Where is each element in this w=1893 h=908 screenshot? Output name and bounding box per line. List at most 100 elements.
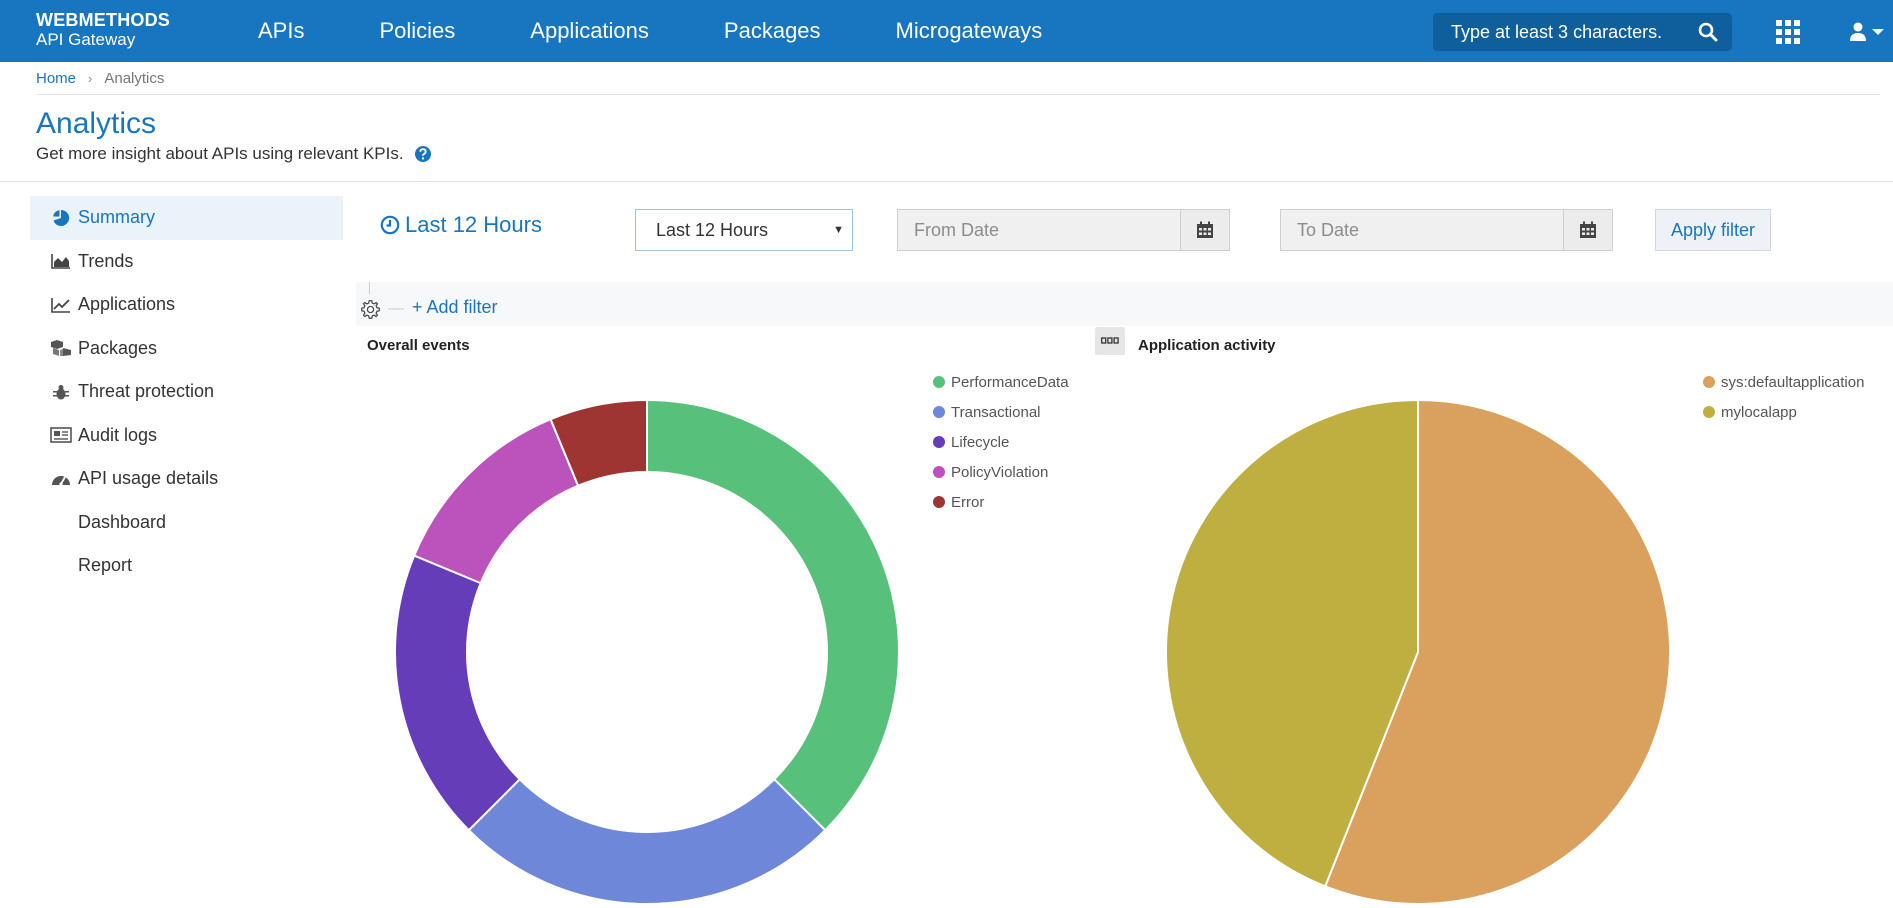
legend-label: Transactional [951,403,1041,421]
pie-icon [50,209,72,227]
legend-item-sys-defaultapplication[interactable]: sys:defaultapplication [1703,367,1864,397]
app-grid-icon[interactable] [1776,20,1800,44]
sidebar-item-label: Audit logs [78,424,158,445]
page-subtitle-row: Get more insight about APIs using releva… [36,144,432,164]
nav-packages[interactable]: Packages [723,18,821,43]
legend-label: PolicyViolation [951,463,1049,481]
user-icon[interactable] [1850,21,1886,43]
legend-swatch [933,466,945,478]
pie-slice-error[interactable] [549,398,648,488]
sidebar-item-trends[interactable]: Trends [30,240,343,284]
legend-label: sys:defaultapplication [1721,373,1865,391]
add-filter-link[interactable]: + Add filter [412,297,498,317]
top-header: WEBMETHODS API Gateway APIs Policies App… [0,0,1893,62]
legend-swatch [933,376,945,388]
calendar-icon [1197,221,1213,238]
cubes-icon [50,339,72,357]
sidebar-item-threat-protection[interactable]: Threat protection [30,370,343,414]
help-icon[interactable] [414,145,432,163]
newspaper-icon [50,426,72,444]
main-nav: APIs Policies Applications Packages Micr… [258,0,1117,62]
pie-slice-mylocalapp[interactable] [1165,398,1419,888]
pie-slice-sys-defaultapplication[interactable] [1323,398,1671,905]
brand-name: WEBMETHODS [36,10,170,30]
legend-swatch [933,436,945,448]
sidebar-item-audit-logs[interactable]: Audit logs [30,414,343,458]
line-chart-icon [50,296,72,314]
area-chart-icon [50,252,72,270]
pie-slice-lifecycle[interactable] [394,554,522,832]
legend-overall-events: PerformanceData Transactional Lifecycle Pol… [933,367,1069,517]
filter-row [356,282,1893,326]
global-search [1433,13,1732,51]
divider [0,181,1893,182]
nav-policies[interactable]: Policies [379,18,456,43]
sidebar-item-label: Dashboard [78,511,167,532]
legend-item-performancedata[interactable]: PerformanceData [933,367,1069,397]
clock-icon [380,215,400,235]
breadcrumb-current: Analytics [104,70,165,87]
sidebar-item-label: API usage details [78,468,219,489]
legend-application-activity: sys:defaultapplication mylocalapp [1703,367,1864,427]
dashboard-icon [50,470,72,488]
legend-label: Lifecycle [951,433,1010,451]
brand-product: API Gateway [36,30,136,49]
from-date-input[interactable] [897,209,1181,251]
legend-item-policyviolation[interactable]: PolicyViolation [933,457,1069,487]
search-icon[interactable] [1698,22,1718,42]
filter-dash: — [388,300,404,317]
sidebar-item-label: Report [78,555,133,576]
caret-down-icon: ▼ [833,224,844,236]
brand-logo[interactable]: WEBMETHODS API Gateway [36,10,170,50]
breadcrumb: Home › Analytics [36,70,164,87]
time-range-select[interactable]: Last 12 Hours ▼ [635,209,853,251]
page-subtitle: Get more insight about APIs using releva… [36,144,404,163]
legend-item-error[interactable]: Error [933,487,1069,517]
legend-item-transactional[interactable]: Transactional [933,397,1069,427]
divider [36,94,1880,95]
sidebar-item-label: Packages [78,337,158,358]
pie-slice-transactional[interactable] [467,777,827,905]
breadcrumb-home[interactable]: Home [36,70,77,87]
range-title: Last 12 Hours [380,212,542,238]
chart-title-overall-events: Overall events [367,337,470,354]
legend-swatch [1703,376,1715,388]
sidebar-item-packages[interactable]: Packages [30,327,343,371]
to-date-input[interactable] [1280,209,1564,251]
sidebar-item-label: Summary [78,207,156,228]
sidebar: Summary Trends Applications Packages Thr… [30,196,343,588]
legend-label: mylocalapp [1721,403,1797,421]
legend-swatch [933,406,945,418]
legend-label: Error [951,493,985,511]
sidebar-item-applications[interactable]: Applications [30,283,343,327]
legend-item-mylocalapp[interactable]: mylocalapp [1703,397,1864,427]
nav-apis[interactable]: APIs [258,18,305,43]
calendar-icon [1580,221,1596,238]
to-date-picker-button[interactable] [1563,209,1613,251]
bug-icon [50,383,72,401]
range-title-text: Last 12 Hours [405,212,542,237]
sidebar-item-summary[interactable]: Summary [30,196,343,240]
pie-slice-performancedata[interactable] [646,398,900,832]
page-title: Analytics [36,107,157,140]
sidebar-item-label: Threat protection [78,381,215,402]
chart-title-application-activity: Application activity [1138,337,1276,354]
legend-label: PerformanceData [951,373,1069,391]
sidebar-item-report[interactable]: Report [30,544,343,588]
breadcrumb-separator: › [88,71,93,86]
pie-slice-policyviolation[interactable] [412,417,580,585]
sidebar-item-dashboard[interactable]: Dashboard [30,501,343,545]
legend-swatch [1703,406,1715,418]
legend-item-lifecycle[interactable]: Lifecycle [933,427,1069,457]
sidebar-item-label: Applications [78,294,176,315]
nav-microgateways[interactable]: Microgateways [895,18,1043,43]
gear-icon[interactable] [360,299,381,320]
sidebar-item-api-usage-details[interactable]: API usage details [30,457,343,501]
nav-applications[interactable]: Applications [530,18,649,43]
sidebar-item-label: Trends [78,250,134,271]
expand-icon[interactable] [1095,327,1125,355]
time-range-value: Last 12 Hours [656,220,769,240]
search-input[interactable] [1433,13,1693,51]
from-date-picker-button[interactable] [1180,209,1230,251]
apply-filter-button[interactable]: Apply filter [1655,209,1771,251]
